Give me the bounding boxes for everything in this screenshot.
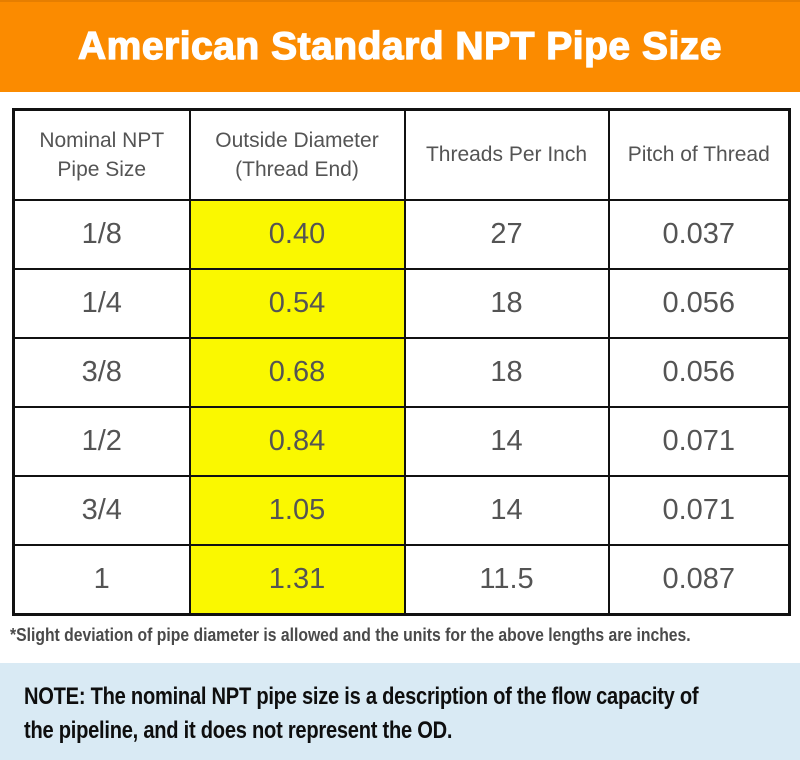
table-header-row: Nominal NPT Pipe Size Outside Diameter (… [12,108,791,201]
table-cell-pitch: 0.056 [607,268,791,339]
table-row: 1/8 0.40 27 0.037 [12,199,791,270]
table-cell-size: 3/8 [12,337,191,408]
note-text: NOTE: The nominal NPT pipe size is a des… [24,683,699,745]
table-cell-od: 0.68 [188,337,406,408]
table-cell-pitch: 0.087 [607,544,791,616]
table-cell-od: 1.05 [188,475,406,546]
table-cell-tpi: 11.5 [403,544,610,616]
col-header-nominal-size: Nominal NPT Pipe Size [12,108,191,201]
table-row: 1/2 0.84 14 0.071 [12,406,791,477]
table-cell-pitch: 0.056 [607,337,791,408]
table-cell-tpi: 18 [403,337,610,408]
table-cell-pitch: 0.037 [607,199,791,270]
table-row: 1 1.31 11.5 0.087 [12,544,791,616]
table-cell-size: 1 [12,544,191,616]
table-cell-size: 1/4 [12,268,191,339]
table-cell-pitch: 0.071 [607,475,791,546]
table-cell-od: 1.31 [188,544,406,616]
npt-table-container: Nominal NPT Pipe Size Outside Diameter (… [12,108,791,616]
table-row: 1/4 0.54 18 0.056 [12,268,791,339]
table-cell-od: 0.54 [188,268,406,339]
page-title: American Standard NPT Pipe Size [77,24,722,68]
table-cell-size: 1/2 [12,406,191,477]
note-banner: NOTE: The nominal NPT pipe size is a des… [0,663,800,760]
table-cell-tpi: 18 [403,268,610,339]
table-cell-tpi: 14 [403,406,610,477]
table-row: 3/4 1.05 14 0.071 [12,475,791,546]
table-cell-tpi: 27 [403,199,610,270]
table-cell-tpi: 14 [403,475,610,546]
table-row: 3/8 0.68 18 0.056 [12,337,791,408]
title-banner: American Standard NPT Pipe Size [0,0,800,92]
col-header-threads-per-inch: Threads Per Inch [403,108,610,201]
table-cell-pitch: 0.071 [607,406,791,477]
col-header-pitch-of-thread: Pitch of Thread [607,108,791,201]
table-cell-od: 0.84 [188,406,406,477]
table-footnote: *Slight deviation of pipe diameter is al… [10,624,798,646]
footnote-text: *Slight deviation of pipe diameter is al… [10,624,691,645]
table-cell-od: 0.40 [188,199,406,270]
table-cell-size: 1/8 [12,199,191,270]
npt-size-table: Nominal NPT Pipe Size Outside Diameter (… [12,108,791,616]
table-cell-size: 3/4 [12,475,191,546]
col-header-outside-diameter: Outside Diameter (Thread End) [188,108,406,201]
